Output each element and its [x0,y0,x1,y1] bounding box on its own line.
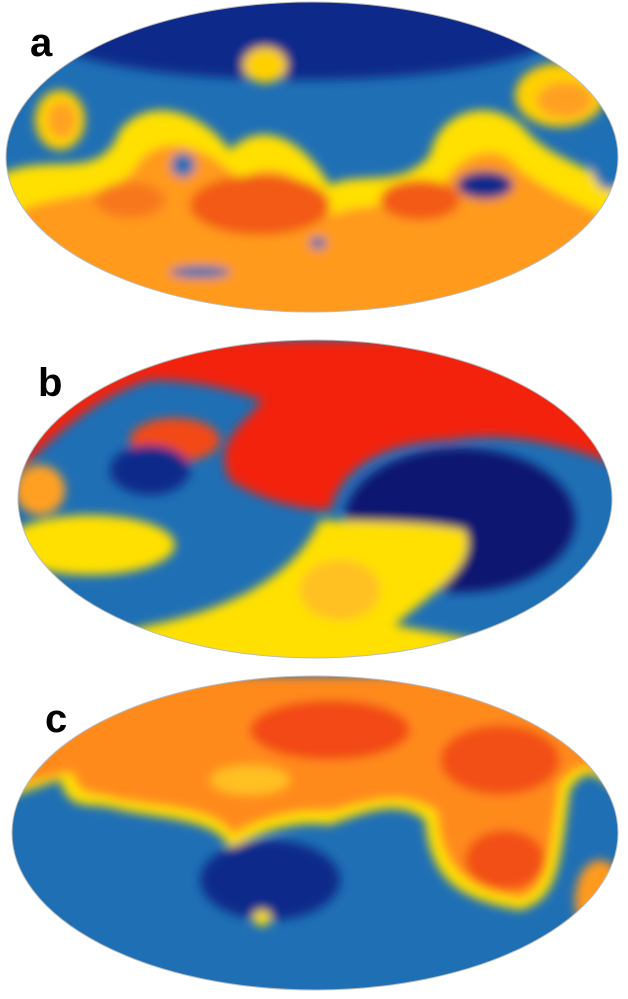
panel-label: b [38,361,62,405]
page: a b c (() => { const data = JSON.parse(d… [0,0,628,999]
figure: a b c [0,0,628,999]
panel-label: a [30,21,53,65]
map-c [0,670,628,999]
panel-label: c [45,697,67,741]
map-b [0,330,628,670]
